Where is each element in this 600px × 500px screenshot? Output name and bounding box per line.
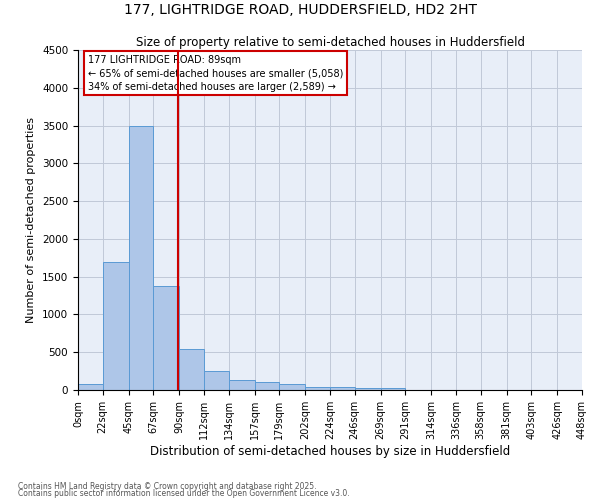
Y-axis label: Number of semi-detached properties: Number of semi-detached properties — [26, 117, 37, 323]
Bar — [380, 388, 406, 390]
Text: 177, LIGHTRIDGE ROAD, HUDDERSFIELD, HD2 2HT: 177, LIGHTRIDGE ROAD, HUDDERSFIELD, HD2 … — [124, 2, 476, 16]
Bar — [78, 384, 103, 390]
Text: Contains public sector information licensed under the Open Government Licence v3: Contains public sector information licen… — [18, 489, 350, 498]
Title: Size of property relative to semi-detached houses in Huddersfield: Size of property relative to semi-detach… — [136, 36, 524, 49]
Bar — [179, 349, 204, 390]
Bar — [305, 386, 330, 390]
Text: Contains HM Land Registry data © Crown copyright and database right 2025.: Contains HM Land Registry data © Crown c… — [18, 482, 317, 491]
Bar — [154, 286, 179, 390]
Text: 177 LIGHTRIDGE ROAD: 89sqm
← 65% of semi-detached houses are smaller (5,058)
34%: 177 LIGHTRIDGE ROAD: 89sqm ← 65% of semi… — [88, 55, 343, 92]
Bar — [280, 384, 305, 390]
Bar — [229, 380, 254, 390]
Bar — [355, 388, 380, 390]
Bar — [204, 370, 229, 390]
X-axis label: Distribution of semi-detached houses by size in Huddersfield: Distribution of semi-detached houses by … — [150, 444, 510, 458]
Bar — [254, 382, 280, 390]
Bar — [103, 262, 128, 390]
Bar — [128, 126, 154, 390]
Bar — [330, 387, 355, 390]
